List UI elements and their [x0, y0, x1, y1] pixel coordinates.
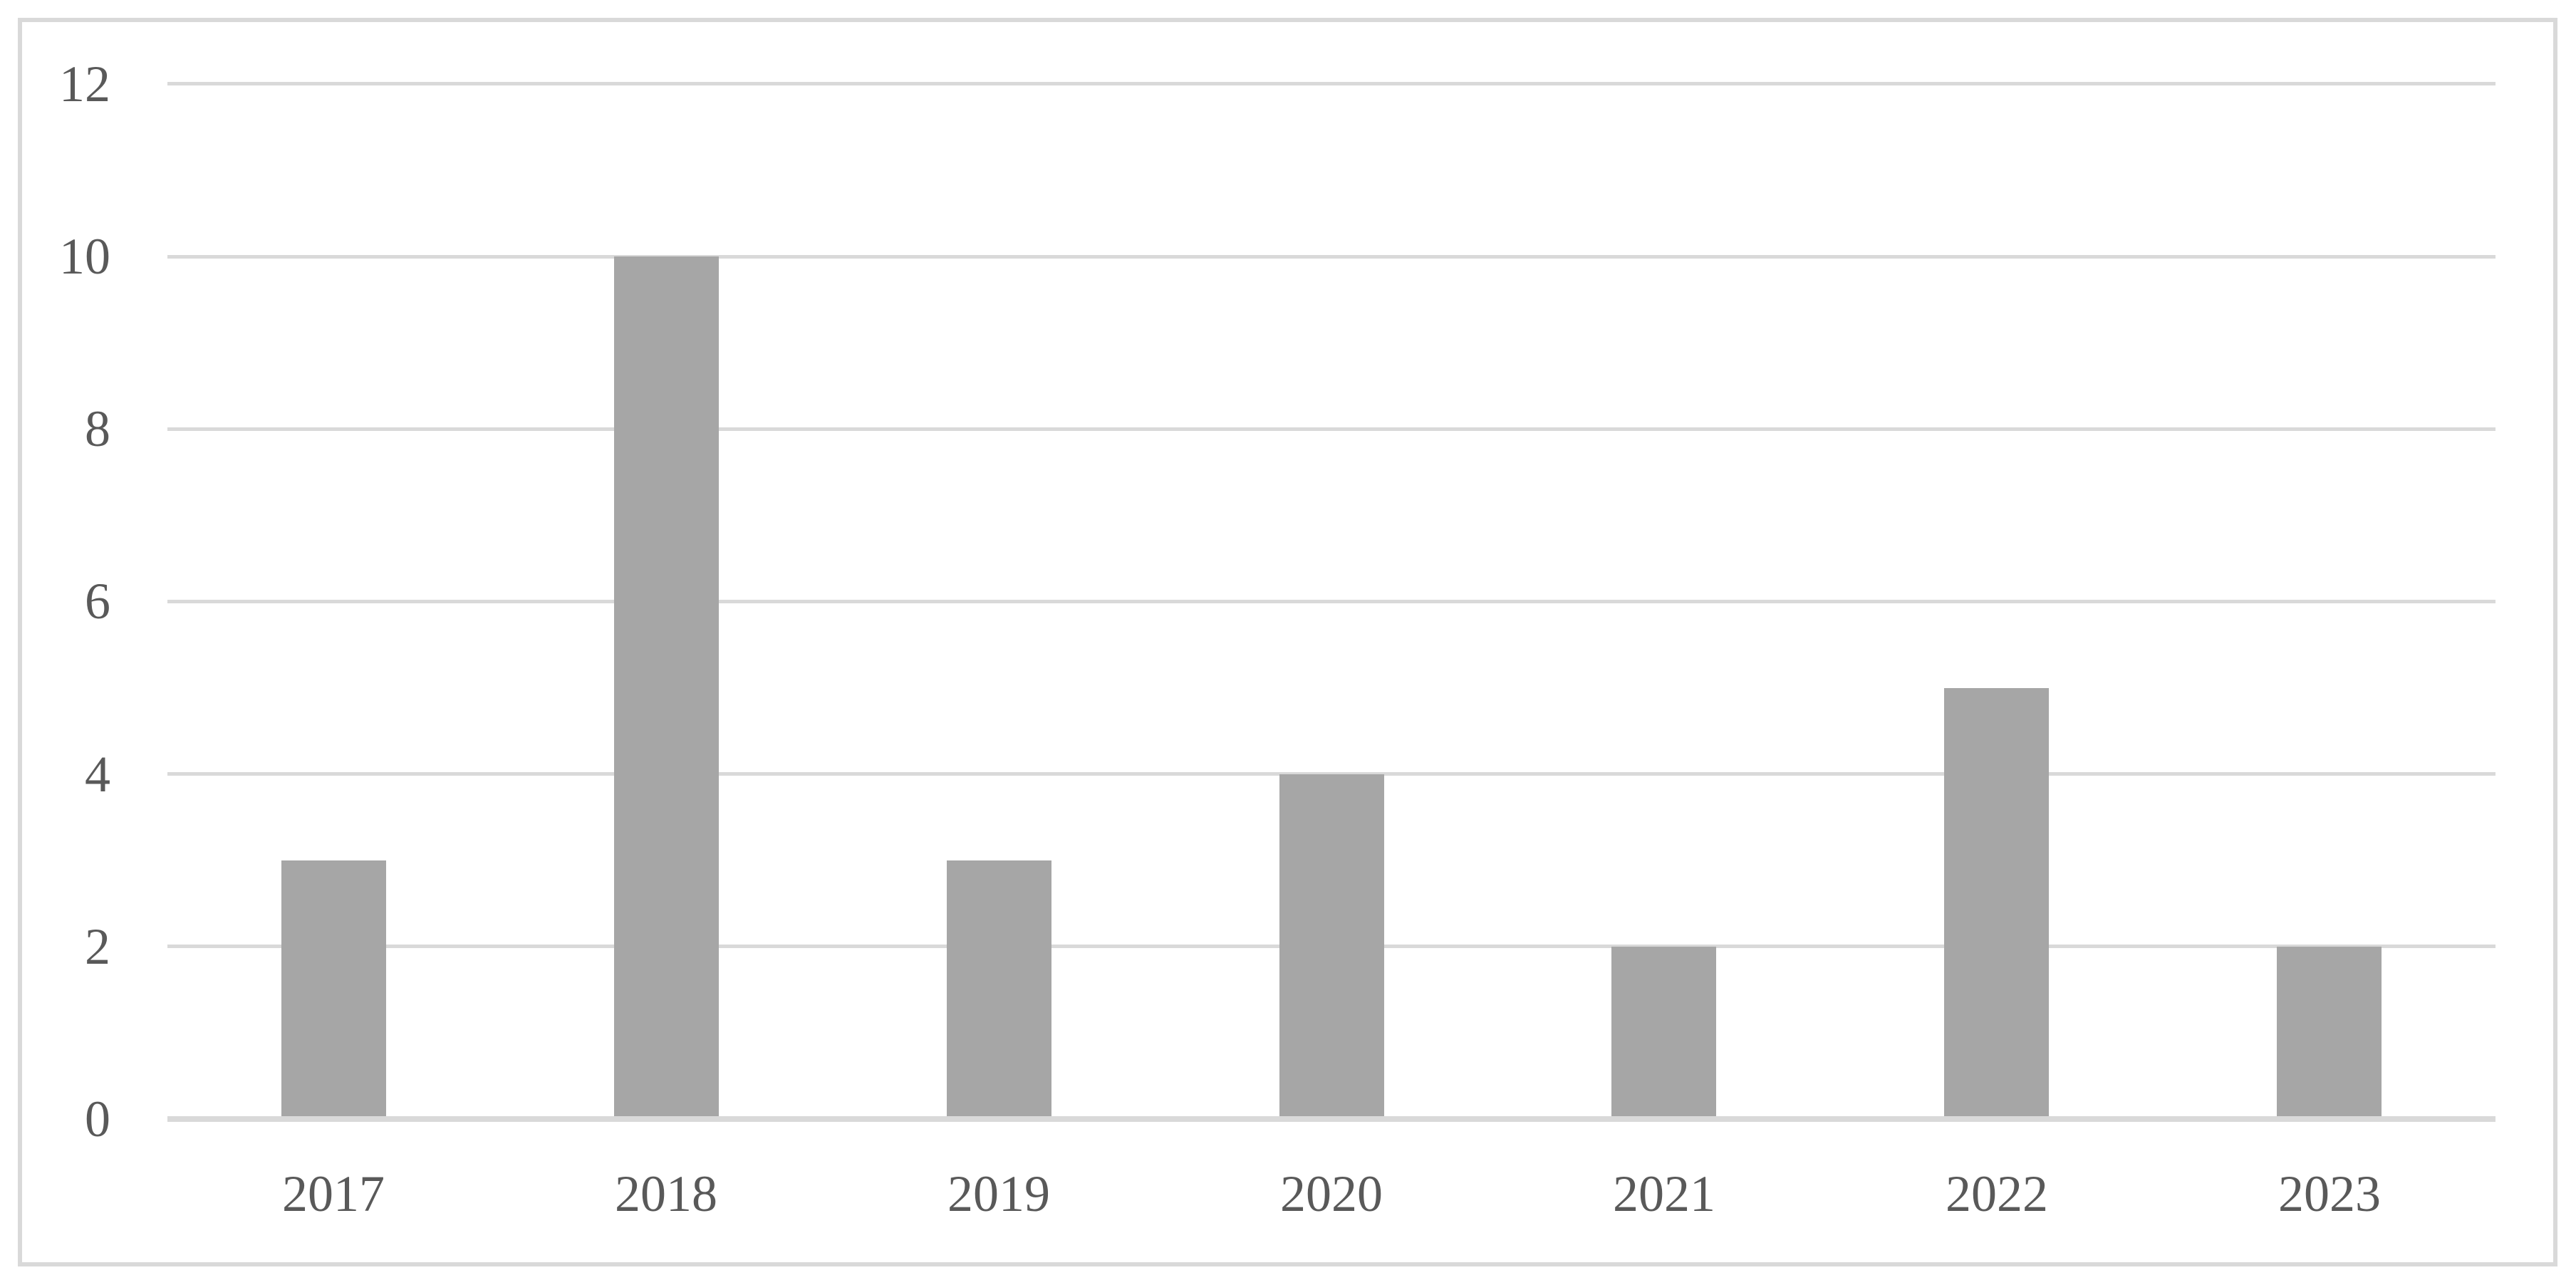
- y-tick-label-0: 0: [85, 1091, 110, 1148]
- bar-2018: [614, 256, 719, 1116]
- bar-2019: [947, 860, 1051, 1116]
- y-tick-label-4: 4: [85, 746, 110, 803]
- gridline-y-4: [167, 772, 2496, 776]
- x-tick-label-2020: 2020: [1280, 1165, 1383, 1222]
- bar-2020: [1279, 774, 1384, 1116]
- x-tick-label-2022: 2022: [1946, 1165, 2048, 1222]
- gridline-y-8: [167, 427, 2496, 431]
- chart-border-frame: [18, 18, 2557, 1266]
- gridline-y-6: [167, 600, 2496, 603]
- x-axis-line: [167, 1116, 2496, 1122]
- y-tick-label-6: 6: [85, 573, 110, 630]
- x-tick-label-2021: 2021: [1613, 1165, 1715, 1222]
- bar-2017: [281, 860, 386, 1116]
- y-tick-label-8: 8: [85, 400, 110, 457]
- gridline-y-10: [167, 255, 2496, 259]
- y-tick-label-2: 2: [85, 918, 110, 975]
- x-tick-label-2018: 2018: [615, 1165, 717, 1222]
- x-tick-label-2017: 2017: [282, 1165, 385, 1222]
- bar-2023: [2277, 947, 2382, 1116]
- y-tick-label-10: 10: [59, 228, 110, 285]
- bar-2021: [1611, 947, 1716, 1116]
- x-tick-label-2019: 2019: [947, 1165, 1050, 1222]
- y-tick-label-12: 12: [59, 56, 110, 113]
- x-tick-label-2023: 2023: [2278, 1165, 2381, 1222]
- gridline-y-12: [167, 82, 2496, 85]
- bar-2022: [1944, 688, 2049, 1116]
